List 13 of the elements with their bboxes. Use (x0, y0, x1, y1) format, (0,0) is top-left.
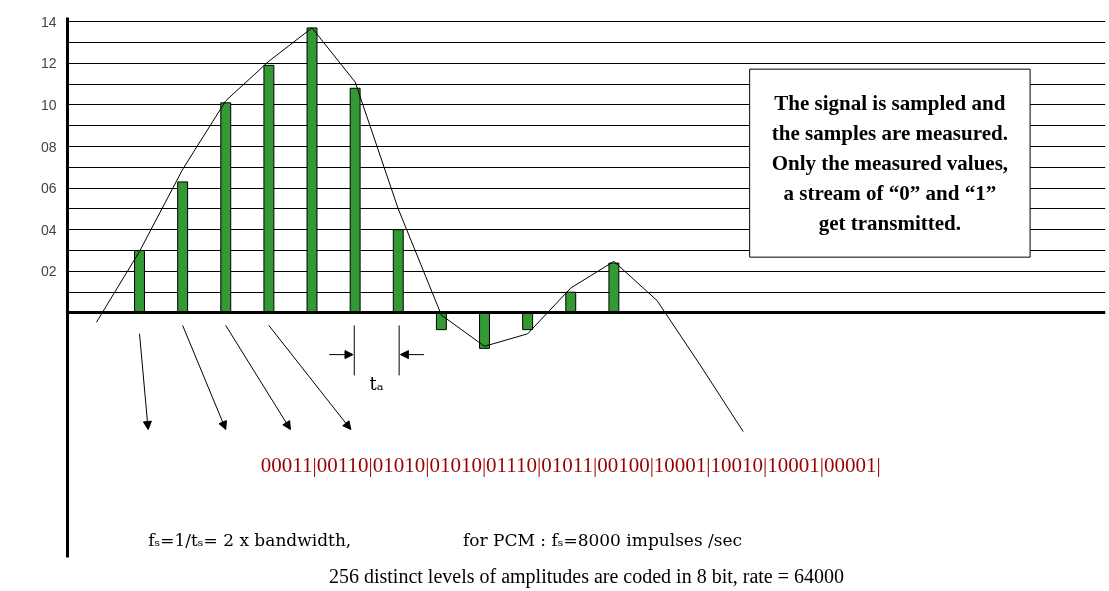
annotation: for PCM : fₛ=8000 impulses /sec (462, 529, 743, 550)
y-tick-label: 06 (40, 180, 57, 197)
text: The signal is sampled and the samples are measured. Only the measured values, a stream of “0” and “1” get transmitted. (771, 91, 1009, 236)
annotation: fₛ=1/tₛ= 2 x bandwidth, (148, 529, 352, 550)
text: 256 distinct levels of amplitudes are coded in 8 bit, rate = 64000 (328, 564, 845, 588)
y-tick-label: 08 (40, 138, 57, 155)
y-tick-label: 10 (40, 96, 57, 113)
y-tick-label: 14 (40, 13, 57, 30)
annotation: tₐ (369, 373, 384, 395)
y-tick-label: 02 (40, 263, 57, 280)
annotation: 00011|00110|01010|01010|01110|01011|00100|10001|10010|10001|00001| (260, 452, 881, 477)
y-tick-label: 12 (40, 55, 57, 72)
y-tick-label: 04 (40, 221, 57, 238)
